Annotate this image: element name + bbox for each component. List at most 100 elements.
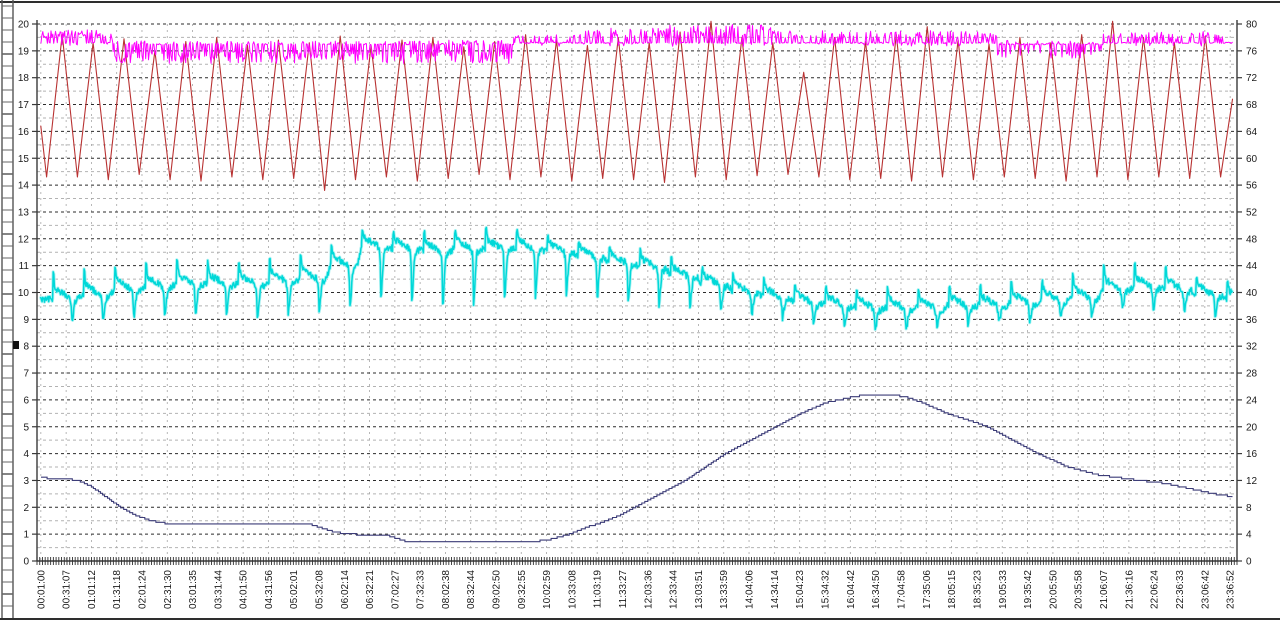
x-tick-label: 16:34:50 (871, 570, 882, 609)
y-left-tick-label: 10 (18, 288, 30, 299)
y-left-tick-label: 14 (18, 181, 30, 192)
x-axis-minor-ticks (36, 557, 1238, 565)
ruler-marker (13, 341, 19, 349)
x-tick-label: 19:35:42 (1023, 570, 1034, 609)
y-right-tick-label: 56 (1246, 181, 1258, 192)
x-tick-label: 03:31:44 (213, 570, 224, 609)
y-grid-major (37, 23, 1237, 562)
x-tick-label: 00:01:00 (36, 570, 47, 609)
x-tick-label: 12:33:44 (669, 570, 680, 609)
x-tick-label: 20:05:50 (1048, 570, 1059, 609)
y-right-tick-label: 44 (1246, 261, 1258, 272)
x-tick-label: 14:34:14 (770, 570, 781, 609)
y-right-tick-label: 40 (1246, 288, 1258, 299)
x-tick-label: 18:35:23 (972, 570, 983, 609)
y-right-tick-label: 68 (1246, 100, 1258, 111)
x-tick-label: 12:03:36 (643, 570, 654, 609)
y-right-tick-label: 48 (1246, 234, 1258, 245)
y-left-tick-label: 3 (23, 476, 29, 487)
y-right-tick-label: 80 (1246, 20, 1258, 31)
y-left-tick-label: 11 (19, 261, 30, 272)
window-top-border (0, 1, 1280, 3)
x-tick-label: 23:36:52 (1226, 570, 1237, 609)
y-right-tick-label: 36 (1246, 315, 1258, 326)
y-left-tick-label: 17 (18, 100, 30, 111)
y-left-tick-label: 15 (18, 154, 30, 165)
y-left-tick-label: 4 (23, 449, 29, 460)
x-tick-label: 01:31:18 (112, 570, 123, 609)
y-left-tick-label: 20 (18, 20, 30, 31)
y-left-tick-label: 12 (18, 234, 30, 245)
y-left-tick-label: 18 (18, 73, 30, 84)
y-left-tick-label: 19 (18, 46, 30, 57)
y-left-tick-label: 8 (23, 342, 29, 353)
y-right-tick-label: 16 (1246, 449, 1258, 460)
x-tick-label: 06:02:14 (340, 570, 351, 609)
y-right-tick-label: 0 (1246, 557, 1252, 568)
series-red-wave (40, 20, 1234, 192)
series-magenta-noise (40, 24, 1233, 64)
x-tick-label: 19:05:33 (998, 570, 1009, 609)
x-tick-label: 07:32:33 (416, 570, 427, 609)
x-tick-label: 17:35:06 (922, 570, 933, 609)
window-bottom-border (0, 618, 1280, 620)
x-labels: 00:01:00 00:31:07 01:01:12 01:31:18 02:01:24… (36, 570, 1236, 609)
y-right-tick-label: 12 (1246, 476, 1258, 487)
y-left-tick-label: 0 (23, 557, 29, 568)
x-tick-label: 11:03:19 (593, 570, 604, 609)
x-tick-label: 05:02:01 (289, 570, 300, 609)
x-tick-label: 21:36:16 (1124, 570, 1135, 609)
x-tick-label: 06:32:21 (365, 570, 376, 609)
y-left-tick-label: 6 (23, 395, 29, 406)
x-tick-label: 05:32:08 (314, 570, 325, 609)
x-tick-label: 11:33:27 (618, 570, 629, 609)
x-tick-label: 10:33:08 (567, 570, 578, 609)
x-tick-label: 17:04:58 (896, 570, 907, 609)
y-right-tick-label: 28 (1246, 369, 1258, 380)
y-left-tick-label: 2 (23, 503, 29, 514)
x-tick-label: 08:32:44 (466, 570, 477, 609)
series-cyan-sawtooth (39, 225, 1234, 332)
x-tick-label: 02:01:24 (137, 570, 148, 609)
x-tick-label: 04:31:56 (264, 570, 275, 609)
x-tick-label: 15:34:32 (821, 570, 832, 609)
y-left-tick-label: 1 (23, 530, 29, 541)
y-left-tick-label: 7 (23, 369, 29, 380)
x-tick-label: 03:01:35 (188, 570, 199, 609)
y-left-tick-label: 16 (18, 127, 30, 138)
y-right-tick-label: 76 (1246, 46, 1258, 57)
x-tick-label: 23:06:42 (1200, 570, 1211, 609)
x-tick-label: 09:02:50 (491, 570, 502, 609)
y-right-tick-label: 64 (1246, 127, 1258, 138)
series-navy-step (41, 394, 1233, 543)
left-ruler (1, 0, 19, 618)
x-tick-label: 16:04:42 (846, 570, 857, 609)
navy-step-path (41, 394, 1233, 543)
y-right-tick-label: 20 (1246, 422, 1258, 433)
x-tick-label: 20:35:58 (1074, 570, 1085, 609)
x-tick-label: 22:06:24 (1150, 570, 1161, 609)
cyan-halo-path (39, 225, 1234, 332)
y-right-tick-label: 32 (1246, 342, 1258, 353)
y-right-tick-label: 4 (1246, 530, 1252, 541)
x-tick-label: 09:32:55 (517, 570, 528, 609)
x-tick-label: 01:01:12 (87, 570, 98, 609)
x-tick-label: 15:04:23 (795, 570, 806, 609)
y-left-tick-label: 13 (18, 207, 30, 218)
y-right-tick-label: 60 (1246, 154, 1258, 165)
x-tick-label: 13:03:51 (694, 570, 705, 609)
x-tick-label: 10:02:59 (542, 570, 553, 609)
x-tick-label: 14:04:06 (745, 570, 756, 609)
x-tick-label: 21:06:07 (1099, 570, 1110, 609)
x-tick-label: 22:36:33 (1175, 570, 1186, 609)
y-right-tick-label: 24 (1246, 395, 1258, 406)
y-left-tick-label: 5 (23, 422, 29, 433)
y-right-tick-label: 8 (1246, 503, 1252, 514)
x-tick-label: 08:02:38 (441, 570, 452, 609)
y-left-tick-label: 9 (23, 315, 29, 326)
